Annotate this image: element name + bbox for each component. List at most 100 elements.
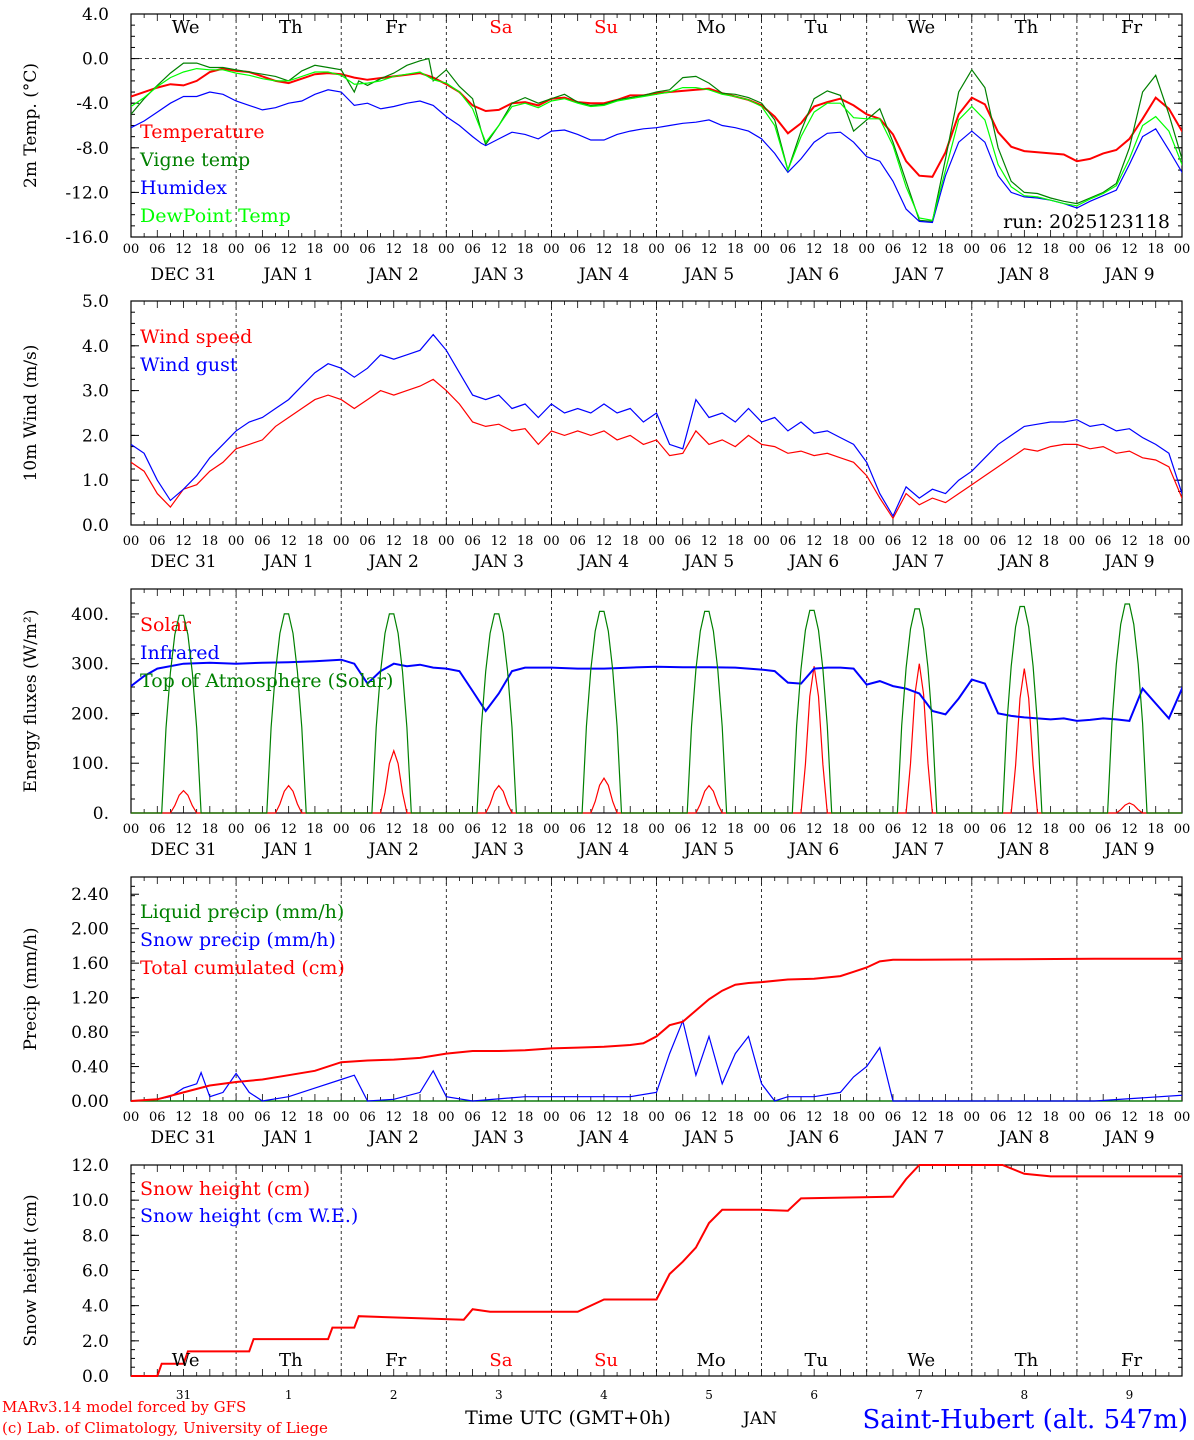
hour-label: 18 — [1042, 242, 1059, 257]
series-line — [131, 1018, 1182, 1102]
hour-label: 00 — [1174, 242, 1191, 257]
series-line — [131, 333, 1182, 518]
date-label: JAN 9 — [1102, 1128, 1154, 1148]
hour-label: 18 — [1042, 1110, 1059, 1125]
month-label: JAN — [741, 1409, 777, 1429]
hour-label: 06 — [885, 822, 902, 837]
panel-5: 12.0 10.0 8.0 6.0 4.0 2.0 0.0 Snow height (cm) S… — [21, 1156, 1183, 1387]
hour-label: 00 — [648, 242, 665, 257]
hour-label: 06 — [990, 242, 1007, 257]
hour-label: 00 — [648, 534, 665, 549]
hour-label: 18 — [622, 242, 639, 257]
hour-label: 06 — [464, 1110, 481, 1125]
credit-line: (c) Lab. of Climatology, University of L… — [2, 1419, 328, 1437]
y-tick-label: 1.20 — [71, 989, 109, 1009]
hour-label: 06 — [1095, 534, 1112, 549]
hour-label: 00 — [1069, 822, 1086, 837]
hour-label: 06 — [254, 242, 271, 257]
series-line — [131, 67, 1182, 178]
legend-entry: Snow precip (mm/h) — [140, 929, 336, 951]
y-axis-label: 10m Wind (m/s) — [21, 345, 41, 482]
day-number: 31 — [176, 1388, 191, 1402]
hour-label: 06 — [780, 1110, 797, 1125]
hour-label: 06 — [254, 534, 271, 549]
date-label: JAN 3 — [472, 552, 524, 572]
legend-entry: Wind speed — [140, 326, 252, 348]
hour-label: 18 — [202, 822, 219, 837]
y-tick-label: 12.0 — [71, 1156, 109, 1176]
series-line — [131, 67, 1182, 221]
weekday-label: Fr — [1121, 17, 1142, 38]
date-label: JAN 2 — [367, 1128, 419, 1148]
hour-label: 12 — [175, 242, 192, 257]
y-tick-label: 4.0 — [82, 337, 109, 357]
y-tick-label: 400. — [71, 605, 109, 625]
hour-label: 00 — [1069, 242, 1086, 257]
y-tick-label: 2.40 — [71, 885, 109, 905]
weekday-label: Mo — [697, 1350, 726, 1371]
hour-label: 00 — [753, 1110, 770, 1125]
date-label: JAN 3 — [472, 265, 524, 285]
hour-label: 12 — [1016, 1110, 1033, 1125]
y-tick-label: 4.0 — [82, 5, 109, 25]
hour-label: 00 — [438, 534, 455, 549]
weekday-label: Th — [279, 1350, 303, 1371]
hour-label: 12 — [280, 242, 297, 257]
date-label: DEC 31 — [151, 265, 217, 285]
hour-label: 12 — [385, 1110, 402, 1125]
y-tick-label: -4.0 — [76, 94, 109, 114]
series-line — [131, 603, 1182, 814]
hour-label: 06 — [149, 1110, 166, 1125]
date-label: JAN 1 — [262, 840, 314, 860]
hour-label: 06 — [149, 242, 166, 257]
hour-label: 06 — [1095, 822, 1112, 837]
hour-label: 06 — [359, 242, 376, 257]
weekday-label: Fr — [385, 17, 406, 38]
hour-label: 12 — [385, 534, 402, 549]
station-name: Saint-Hubert (alt. 547m) — [862, 1405, 1188, 1435]
day-number: 2 — [390, 1388, 398, 1402]
date-label: JAN 5 — [682, 552, 734, 572]
hour-label: 12 — [701, 534, 718, 549]
hour-label: 00 — [648, 1110, 665, 1125]
hour-label: 12 — [596, 242, 613, 257]
weekday-label: Sa — [489, 17, 512, 38]
hour-label: 06 — [780, 822, 797, 837]
y-tick-label: 5.0 — [82, 292, 109, 312]
hour-label: 18 — [727, 1110, 744, 1125]
y-tick-label: 3.0 — [82, 382, 109, 402]
hour-label: 12 — [806, 534, 823, 549]
hour-label: 12 — [280, 822, 297, 837]
y-tick-label: 6.0 — [82, 1262, 109, 1282]
legend-entry: Vigne temp — [139, 149, 250, 171]
hour-label: 06 — [569, 242, 586, 257]
date-label: JAN 1 — [262, 552, 314, 572]
hour-label: 12 — [175, 1110, 192, 1125]
hour-label: 18 — [517, 822, 534, 837]
hour-label: 18 — [832, 822, 849, 837]
hour-label: 18 — [727, 242, 744, 257]
date-label: JAN 6 — [787, 1128, 839, 1148]
legend-entry: Top of Atmosphere (Solar) — [140, 670, 393, 692]
hour-label: 00 — [228, 1110, 245, 1125]
hour-label: 12 — [806, 242, 823, 257]
hour-label: 00 — [123, 1110, 140, 1125]
y-tick-label: 0.0 — [82, 516, 109, 536]
hour-label: 06 — [675, 242, 692, 257]
hour-label: 18 — [1147, 1110, 1164, 1125]
date-label: JAN 3 — [472, 840, 524, 860]
date-label: JAN 2 — [367, 552, 419, 572]
hour-label: 18 — [412, 1110, 429, 1125]
hour-label: 12 — [911, 242, 928, 257]
hour-label: 12 — [385, 242, 402, 257]
hour-label: 12 — [491, 1110, 508, 1125]
date-label: JAN 8 — [997, 840, 1049, 860]
weekday-label: Su — [594, 17, 618, 38]
weekday-label: Th — [1015, 1350, 1039, 1371]
hour-label: 00 — [1174, 822, 1191, 837]
day-number: 4 — [600, 1388, 608, 1402]
date-label: JAN 1 — [262, 265, 314, 285]
hour-label: 06 — [149, 822, 166, 837]
hour-label: 12 — [491, 822, 508, 837]
hour-label: 06 — [990, 534, 1007, 549]
